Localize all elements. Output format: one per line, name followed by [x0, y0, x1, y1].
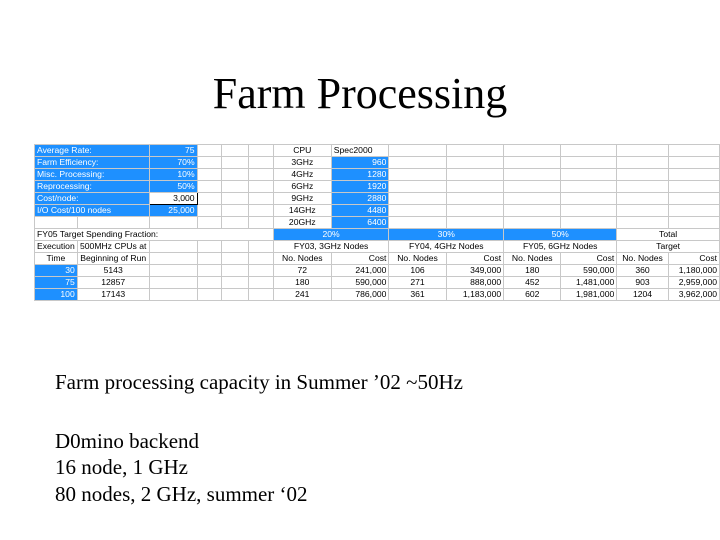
spreadsheet: Average Rate: 75 CPU Spec2000 Farm Effic…: [34, 144, 720, 301]
time-cell: 75: [34, 276, 78, 289]
total-nodes: 1204: [616, 288, 669, 301]
fy05-nodes: 602: [503, 288, 562, 301]
fy03-cost: 590,000: [330, 276, 390, 289]
cpus-cell: 17143: [76, 288, 150, 301]
header-row-1: Execution 500MHz CPUs at FY03, 3GHz Node…: [34, 240, 720, 253]
header-row-2: Time Beginning of Run No. Nodes Cost No.…: [34, 252, 720, 265]
sheet-row-3: Misc. Processing: 10% 4GHz 1280: [34, 168, 720, 181]
fraction-fy05: 50%: [503, 228, 618, 241]
slide-title: Farm Processing: [212, 69, 508, 118]
param-label: Average Rate:: [34, 144, 150, 157]
cpus-cell: 5143: [76, 264, 150, 277]
cpu-spec: 1280: [330, 168, 390, 181]
nodes-header: No. Nodes: [388, 252, 447, 265]
target-header: Target: [616, 240, 720, 253]
param-value: 25,000: [148, 204, 198, 217]
sheet-row-2: Farm Efficiency: 70% 3GHz 960: [34, 156, 720, 169]
cost-header: Cost: [445, 252, 505, 265]
table-row: 100 17143 241 786,000 361 1,183,000 602 …: [34, 288, 720, 301]
fy05-cost: 1,981,000: [560, 288, 618, 301]
cpu-name: 6GHz: [272, 180, 332, 193]
backend-line-1: D0mino backend: [55, 429, 200, 453]
cpu-name: 4GHz: [272, 168, 332, 181]
fy04-header: FY04, 4GHz Nodes: [388, 240, 505, 253]
time-cell: 100: [34, 288, 78, 301]
sheet-row-4: Reprocessing: 50% 6GHz 1920: [34, 180, 720, 193]
sheet-row-6: I/O Cost/100 nodes 25,000 14GHz 4480: [34, 204, 720, 217]
fy05-nodes: 180: [503, 264, 562, 277]
param-label: Farm Efficiency:: [34, 156, 150, 169]
fy05-header: FY05, 6GHz Nodes: [503, 240, 618, 253]
cpu-spec: 1920: [330, 180, 390, 193]
fy03-nodes: 72: [272, 264, 332, 277]
time-cell: 30: [34, 264, 78, 277]
spec-header: Spec2000: [330, 144, 390, 157]
total-nodes: 903: [616, 276, 669, 289]
total-nodes: 360: [616, 264, 669, 277]
nodes-header: No. Nodes: [272, 252, 332, 265]
total-cost: 2,959,000: [667, 276, 720, 289]
total-cost: 3,962,000: [667, 288, 720, 301]
table-row: 75 12857 180 590,000 271 888,000 452 1,4…: [34, 276, 720, 289]
param-value: 75: [148, 144, 198, 157]
spending-label: FY05 Target Spending Fraction:: [34, 228, 274, 241]
fy05-cost: 590,000: [560, 264, 618, 277]
cost-header: Cost: [560, 252, 618, 265]
total-label: Total: [616, 228, 720, 241]
backend-line-3: 80 nodes, 2 GHz, summer ‘02: [55, 482, 308, 506]
cpu-spec: 6400: [330, 216, 390, 229]
cpus-header: 500MHz CPUs at: [76, 240, 150, 253]
cpu-spec: 2880: [330, 192, 390, 205]
cpu-header: CPU: [272, 144, 332, 157]
backend-line-2: 16 node, 1 GHz: [55, 455, 188, 479]
param-label: Misc. Processing:: [34, 168, 150, 181]
fraction-fy04: 30%: [388, 228, 505, 241]
cpu-spec: 960: [330, 156, 390, 169]
fy04-nodes: 106: [388, 264, 447, 277]
time-header: Time: [34, 252, 78, 265]
fy03-header: FY03, 3GHz Nodes: [272, 240, 390, 253]
fy04-nodes: 361: [388, 288, 447, 301]
fy04-cost: 1,183,000: [445, 288, 505, 301]
nodes-header: No. Nodes: [503, 252, 562, 265]
fy04-cost: 888,000: [445, 276, 505, 289]
fy03-nodes: 241: [272, 288, 332, 301]
fy04-nodes: 271: [388, 276, 447, 289]
cpu-spec: 4480: [330, 204, 390, 217]
cpu-name: 14GHz: [272, 204, 332, 217]
cpu-name: 3GHz: [272, 156, 332, 169]
fy03-cost: 241,000: [330, 264, 390, 277]
param-label: I/O Cost/100 nodes: [34, 204, 150, 217]
cpus-cell: 12857: [76, 276, 150, 289]
fy05-cost: 1,481,000: [560, 276, 618, 289]
cost-header: Cost: [667, 252, 720, 265]
execution-header: Execution: [34, 240, 78, 253]
capacity-text: Farm processing capacity in Summer ’02 ~…: [55, 370, 463, 394]
spending-row: FY05 Target Spending Fraction: 20% 30% 5…: [34, 228, 720, 241]
table-row: 30 5143 72 241,000 106 349,000 180 590,0…: [34, 264, 720, 277]
fy03-cost: 786,000: [330, 288, 390, 301]
param-value: 3,000: [148, 192, 198, 205]
param-value: 70%: [148, 156, 198, 169]
fraction-fy03: 20%: [272, 228, 390, 241]
cpu-name: 20GHz: [272, 216, 332, 229]
sheet-row-1: Average Rate: 75 CPU Spec2000: [34, 144, 720, 157]
sheet-row-5: Cost/node: 3,000 9GHz 2880: [34, 192, 720, 205]
param-label: Reprocessing:: [34, 180, 150, 193]
sheet-row-7: 20GHz 6400: [34, 216, 720, 229]
nodes-header: No. Nodes: [616, 252, 669, 265]
total-cost: 1,180,000: [667, 264, 720, 277]
fy03-nodes: 180: [272, 276, 332, 289]
beginning-header: Beginning of Run: [76, 252, 150, 265]
param-value: 10%: [148, 168, 198, 181]
cpu-name: 9GHz: [272, 192, 332, 205]
cost-header: Cost: [330, 252, 390, 265]
fy04-cost: 349,000: [445, 264, 505, 277]
param-label: Cost/node:: [34, 192, 150, 205]
fy05-nodes: 452: [503, 276, 562, 289]
param-value: 50%: [148, 180, 198, 193]
